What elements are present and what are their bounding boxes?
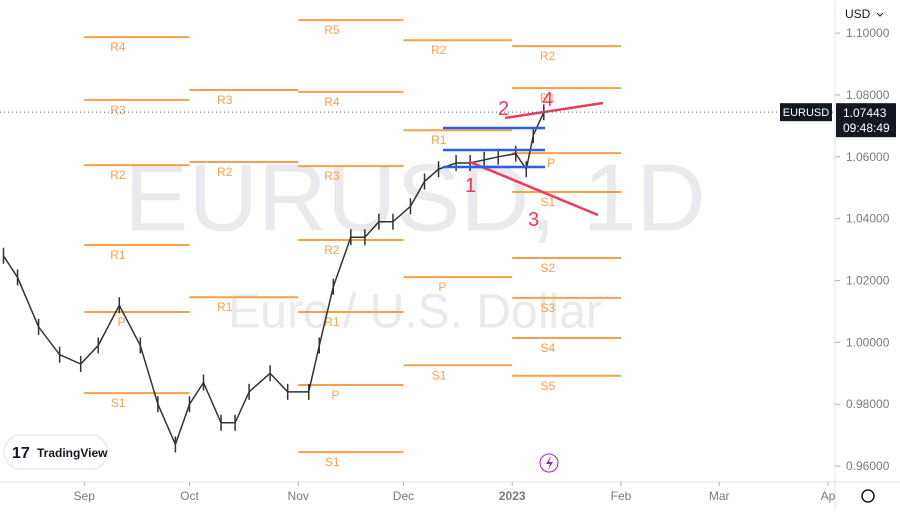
x-tick-label: Sep bbox=[74, 489, 96, 503]
pivot-label: S2 bbox=[540, 261, 555, 275]
x-tick-label: Nov bbox=[288, 489, 309, 503]
x-tick-label: Dec bbox=[393, 489, 414, 503]
pivot-label: S3 bbox=[540, 301, 555, 315]
pivot-label: R3 bbox=[110, 103, 126, 117]
annotation: 3 bbox=[528, 209, 539, 231]
logo-text[interactable]: TradingView bbox=[37, 446, 108, 460]
pivot-label: R2 bbox=[324, 243, 340, 257]
y-tick-label: 1.06000 bbox=[846, 150, 890, 164]
x-tick-label: Feb bbox=[611, 489, 632, 503]
y-tick-label: 1.02000 bbox=[846, 274, 890, 288]
y-tick-label: 1.10000 bbox=[846, 26, 890, 40]
x-tick-label: Oct bbox=[180, 489, 199, 503]
pivot-label: S1 bbox=[325, 455, 340, 469]
pivot-label: R2 bbox=[431, 43, 447, 57]
y-tick-label: 1.00000 bbox=[846, 335, 890, 349]
y-tick-label: 1.04000 bbox=[846, 212, 890, 226]
y-tick-label: 0.96000 bbox=[846, 459, 890, 473]
pivot-label: P bbox=[332, 388, 340, 402]
pivot-label: R4 bbox=[110, 40, 126, 54]
symbol-box bbox=[780, 103, 832, 122]
pivot-label: R1 bbox=[540, 91, 556, 105]
x-tick-label: Ap bbox=[821, 489, 836, 503]
currency[interactable]: USD bbox=[845, 7, 871, 21]
symbol-label: EURUSD bbox=[783, 107, 830, 119]
pivot-label: R1 bbox=[431, 133, 447, 147]
pivot-label: S1 bbox=[432, 368, 447, 382]
plot: R4 R3 R2 R1 P S1 R3 R2 R1 R5 R4 R3 R2 R1 P S1 R2 R1 P S1 R2 R… bbox=[2, 19, 621, 469]
x-tick-label: Mar bbox=[709, 489, 730, 503]
pivot-label: S5 bbox=[540, 379, 555, 393]
logo-mark[interactable]: 17 bbox=[12, 445, 30, 462]
x-tick-label: 2023 bbox=[499, 489, 526, 503]
annotation: 4 bbox=[542, 89, 553, 111]
y-tick-label: 0.98000 bbox=[846, 397, 890, 411]
currency-caret[interactable] bbox=[876, 12, 884, 17]
pivot-label: R3 bbox=[324, 169, 340, 183]
pivot-label: R1 bbox=[110, 248, 126, 262]
logo[interactable]: 17 TradingView bbox=[3, 434, 109, 470]
price-label: 1.07443 bbox=[843, 106, 887, 120]
annotations: 1 2 3 4 bbox=[465, 89, 553, 231]
pivot-label: S1 bbox=[111, 396, 126, 410]
annotation: 1 bbox=[465, 175, 476, 197]
pivot-label: R1 bbox=[324, 315, 340, 329]
pivot-label: S4 bbox=[540, 341, 555, 355]
settings-button[interactable] bbox=[861, 489, 875, 503]
trendline bbox=[469, 160, 599, 217]
trendline bbox=[504, 101, 604, 120]
y-tick-label: 1.08000 bbox=[846, 88, 890, 102]
logo-box[interactable] bbox=[3, 434, 109, 470]
countdown: 09:48:49 bbox=[843, 121, 890, 135]
pivot-label: R2 bbox=[217, 165, 233, 179]
pivot-label: R4 bbox=[324, 95, 340, 109]
pivot-label: R3 bbox=[217, 93, 233, 107]
annotation: 2 bbox=[498, 98, 509, 120]
pivot-label: P bbox=[118, 315, 126, 329]
pivot-label: R2 bbox=[540, 49, 556, 63]
watermark-subtitle: Euro / U.S. Dollar bbox=[228, 286, 601, 339]
trendlines bbox=[443, 101, 604, 217]
pivot-label: R5 bbox=[324, 23, 340, 37]
pivot-label: S1 bbox=[540, 195, 555, 209]
pivot-label: R2 bbox=[110, 168, 126, 182]
lightning-icon[interactable] bbox=[546, 456, 553, 470]
pivot-label: P bbox=[438, 280, 446, 294]
price-box bbox=[836, 103, 896, 138]
pivot-label: R1 bbox=[217, 300, 233, 314]
pivot-label: P bbox=[547, 156, 555, 170]
